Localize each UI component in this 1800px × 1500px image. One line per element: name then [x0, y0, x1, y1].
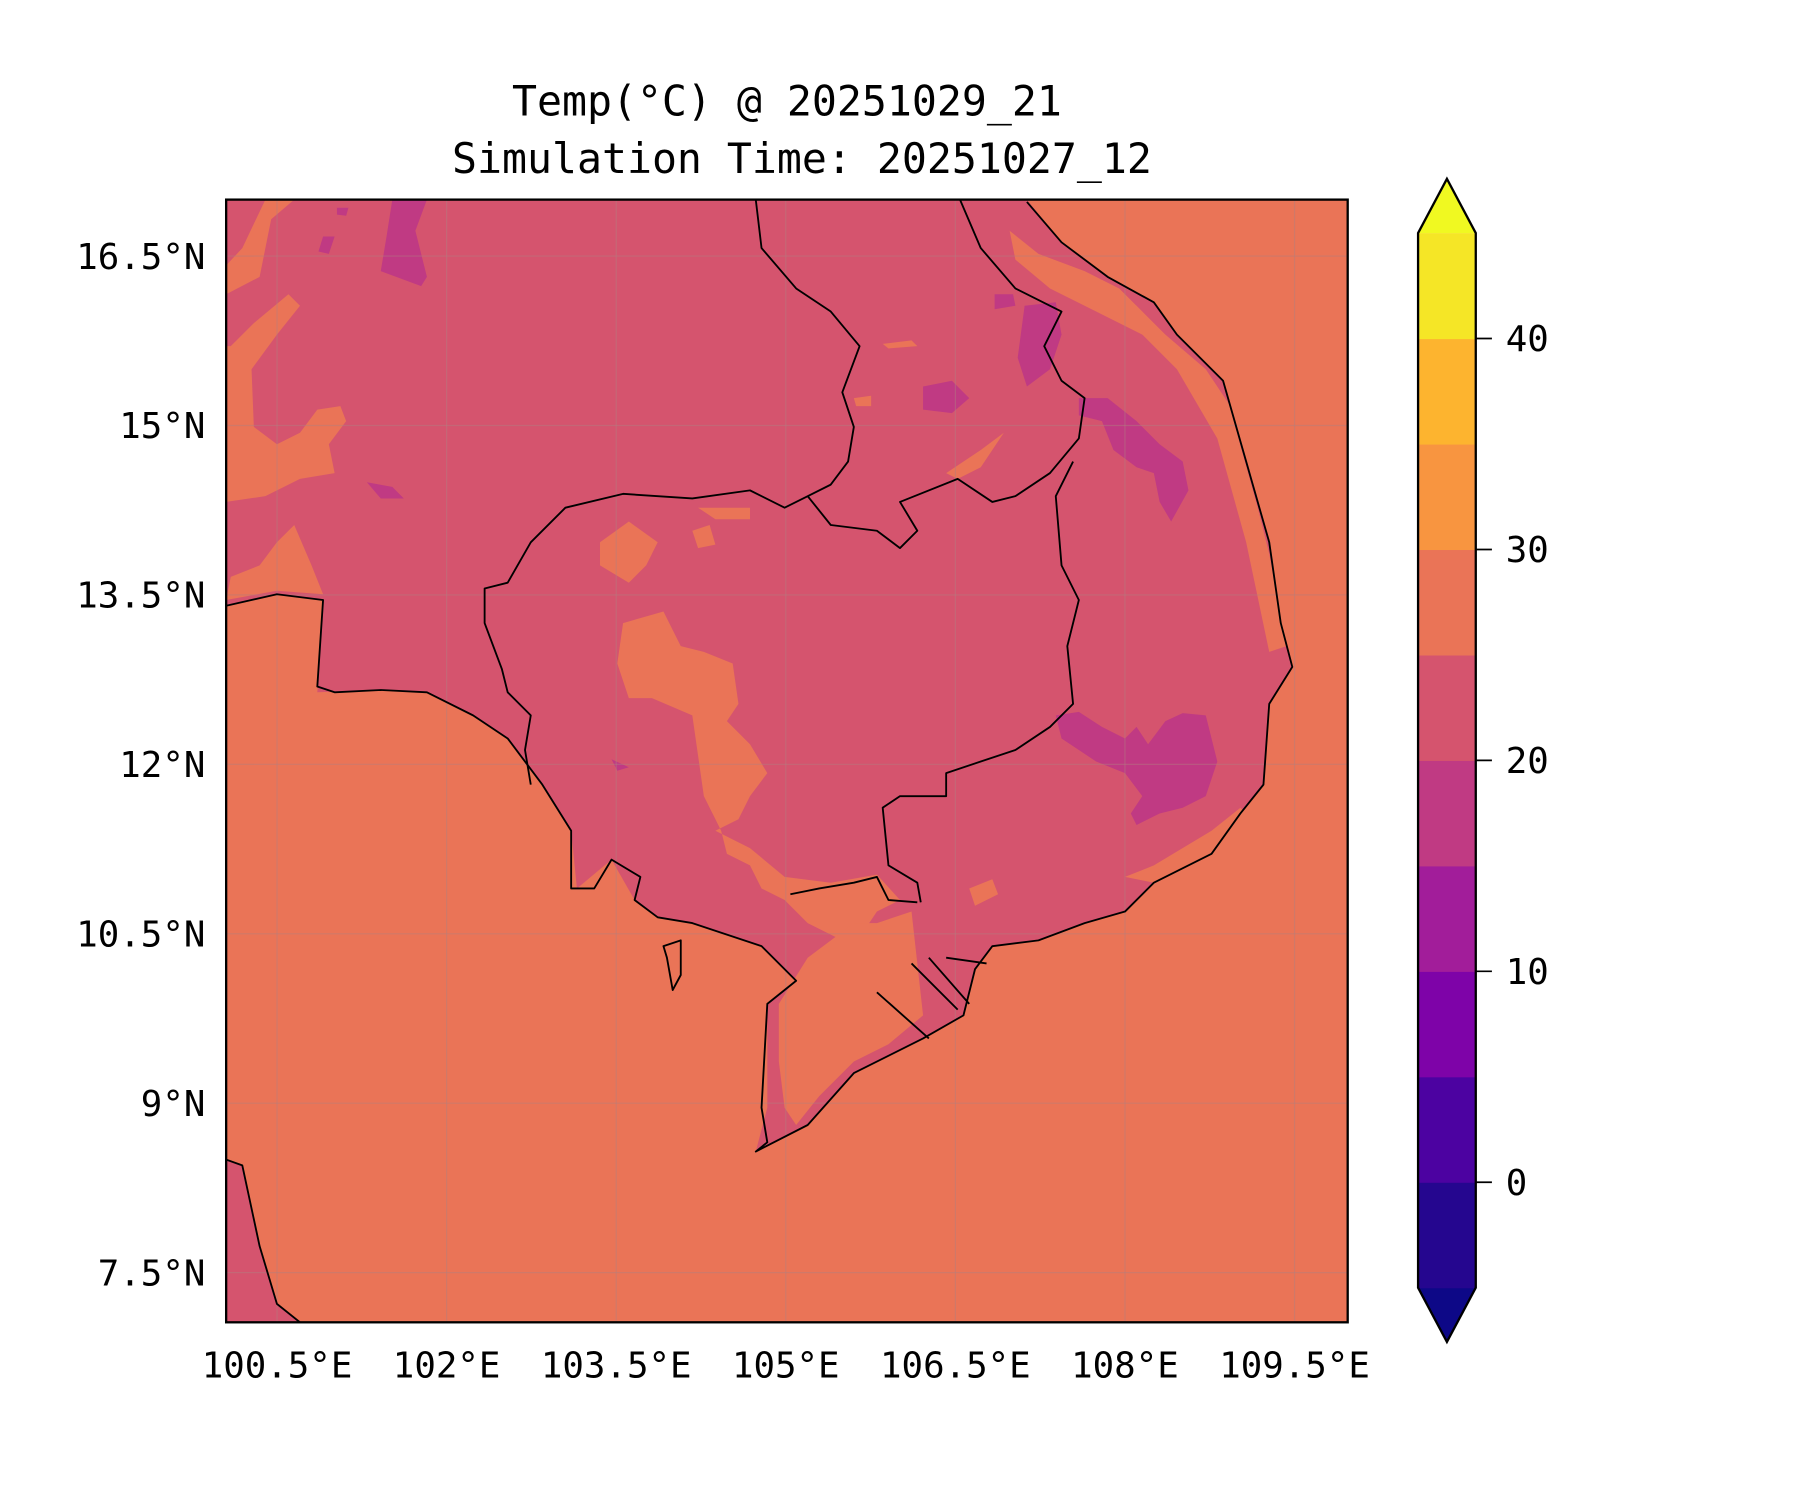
y-tick-label: 12°N: [119, 745, 205, 786]
x-axis: 100.5°E 102°E 103.5°E 105°E 106.5°E 108°E 109.…: [202, 1346, 1370, 1387]
colorbar-over-extension: [1418, 178, 1476, 234]
colorbar-band: [1418, 444, 1476, 551]
y-tick-label: 9°N: [141, 1084, 206, 1125]
y-tick-label: 10.5°N: [76, 914, 205, 955]
cool-patches: [318, 199, 1218, 825]
x-tick-label: 106.5°E: [880, 1346, 1031, 1387]
colorbar-tick-label: 0: [1506, 1163, 1528, 1204]
colorbar-tick-label: 10: [1506, 952, 1549, 993]
colorbar-band: [1418, 1182, 1476, 1289]
map-frame: [225, 198, 1349, 1324]
colorbar-outline: [1416, 176, 1477, 1345]
y-axis: 16.5°N 15°N 13.5°N 12°N 10.5°N 9°N 7.5°N: [76, 237, 205, 1295]
colorbar-under-extension: [1418, 1287, 1476, 1342]
colorbar: 0 10 20 30 40: [1416, 176, 1549, 1345]
title-line-1: Temp(°C) @ 20251029_21: [512, 76, 1062, 125]
x-tick-label: 103.5°E: [541, 1346, 692, 1387]
y-tick-label: 15°N: [119, 406, 205, 447]
x-tick-label: 100.5°E: [202, 1346, 353, 1387]
colorbar-tick-label: 40: [1506, 319, 1549, 360]
x-tick-label: 109.5°E: [1219, 1346, 1370, 1387]
x-tick-label: 108°E: [1071, 1346, 1179, 1387]
gridlines: [226, 199, 1348, 1323]
colorbar-tick-label: 30: [1506, 530, 1549, 571]
y-tick-label: 16.5°N: [76, 237, 205, 278]
colorbar-band: [1418, 760, 1476, 867]
title-line-2: Simulation Time: 20251027_12: [452, 134, 1152, 183]
x-tick-label: 102°E: [393, 1346, 501, 1387]
colorbar-band: [1418, 865, 1476, 972]
warm-patches: [226, 199, 1287, 1125]
y-tick-label: 7.5°N: [98, 1253, 206, 1294]
colorbar-band: [1418, 549, 1476, 656]
y-tick-label: 13.5°N: [76, 576, 205, 617]
colorbar-band: [1418, 233, 1476, 340]
country-borders: [483, 199, 1086, 904]
map-area: [226, 199, 1348, 1323]
colorbar-band: [1418, 1076, 1476, 1183]
coastline: [226, 201, 1294, 1323]
colorbar-tick-label: 20: [1506, 741, 1549, 782]
colorbar-band: [1418, 654, 1476, 761]
x-tick-label: 105°E: [732, 1346, 840, 1387]
colorbar-band: [1418, 338, 1476, 445]
colorbar-band: [1418, 971, 1476, 1078]
